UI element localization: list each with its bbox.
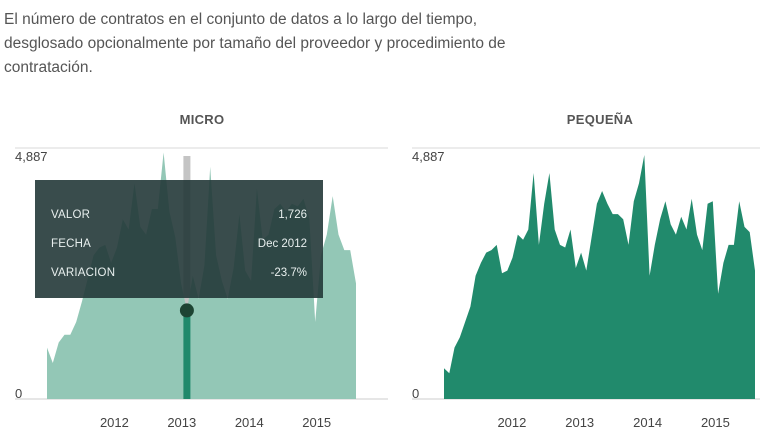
tooltip-fecha-value: Dec 2012 <box>257 237 307 250</box>
pequena-x-tick-2012: 2012 <box>497 415 526 430</box>
tooltip-variacion-value: -23.7% <box>270 266 307 279</box>
pequena-y-tick-max: 4,887 <box>412 149 445 164</box>
pequena-area-series <box>444 155 755 399</box>
micro-y-tick-zero: 0 <box>15 386 22 401</box>
chart-description: El número de contratos en el conjunto de… <box>4 11 506 76</box>
tooltip-row-valor: VALOR 1,726 <box>51 200 307 229</box>
micro-x-tick-2014: 2014 <box>235 415 264 430</box>
tooltip-valor-value: 1,726 <box>278 208 307 221</box>
chart-title-micro: MICRO <box>179 112 225 127</box>
pequena-x-tick-2015: 2015 <box>701 415 730 430</box>
tooltip: VALOR 1,726 FECHA Dec 2012 VARIACION -23… <box>35 180 323 298</box>
micro-highlight-bar <box>183 310 191 399</box>
tooltip-valor-label: VALOR <box>51 208 91 221</box>
micro-x-tick-2012: 2012 <box>100 415 129 430</box>
micro-y-tick-max: 4,887 <box>15 149 48 164</box>
pequena-x-axis: 2012 2013 2014 2015 <box>497 415 729 430</box>
chart-pequena[interactable]: 4,887 0 2012 2013 2014 2015 <box>412 147 760 430</box>
micro-x-axis: 2012 2013 2014 2015 <box>100 415 331 430</box>
tooltip-row-variacion: VARIACION -23.7% <box>51 258 307 287</box>
micro-x-tick-2013: 2013 <box>167 415 196 430</box>
tooltip-row-fecha: FECHA Dec 2012 <box>51 229 307 258</box>
pequena-x-tick-2014: 2014 <box>633 415 662 430</box>
pequena-x-tick-2013: 2013 <box>565 415 594 430</box>
tooltip-variacion-label: VARIACION <box>51 266 116 279</box>
micro-x-tick-2015: 2015 <box>302 415 331 430</box>
pequena-y-tick-zero: 0 <box>412 386 419 401</box>
tooltip-fecha-label: FECHA <box>51 237 91 250</box>
chart-title-pequena: PEQUEÑA <box>566 112 634 127</box>
